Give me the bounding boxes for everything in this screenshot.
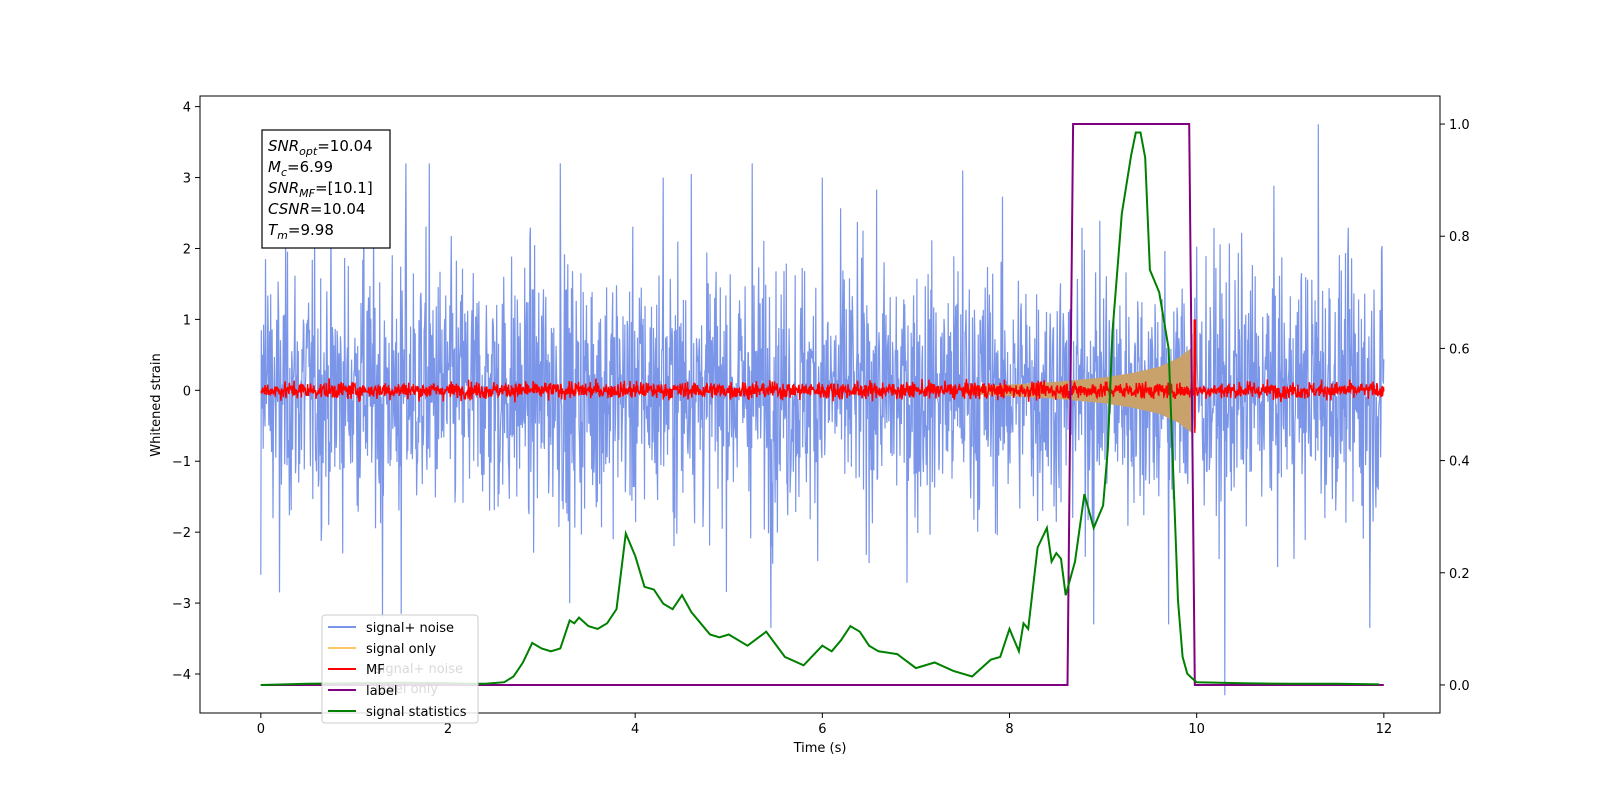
info-box-line: SNRopt=10.04 bbox=[268, 137, 373, 158]
legend-label: signal statistics bbox=[366, 705, 467, 720]
y-tick-label: −1 bbox=[172, 455, 191, 470]
y2-tick-label: 0.6 bbox=[1449, 342, 1470, 357]
y-tick-label: 1 bbox=[183, 313, 191, 328]
legend-label: MF bbox=[366, 663, 385, 678]
y-tick-label: 2 bbox=[183, 242, 191, 257]
y-axis-left: −4 −3 −2 −1 0 1 2 3 4 bbox=[172, 101, 200, 683]
info-box-line: Tm=9.98 bbox=[268, 221, 334, 242]
info-box-line: CSNR=10.04 bbox=[268, 200, 365, 218]
legend: signal+ noise label only signal+ noise sign… bbox=[321, 614, 479, 724]
y-tick-label: −3 bbox=[172, 597, 191, 612]
x-tick-label: 0 bbox=[257, 722, 265, 737]
info-box-line: Mc=6.99 bbox=[268, 158, 333, 179]
legend-ghost-label: signal+ noise bbox=[375, 662, 463, 677]
y-tick-label: 3 bbox=[183, 172, 191, 187]
series-signal-statistics bbox=[260, 131, 1380, 686]
y-tick-label: −4 bbox=[172, 668, 191, 683]
series-signal-plus-noise bbox=[260, 124, 1385, 696]
info-box: SNRopt=10.04Mc=6.99SNRMF=[10.1]CSNR=10.0… bbox=[261, 129, 391, 249]
x-tick-label: 6 bbox=[818, 722, 826, 737]
x-tick-label: 8 bbox=[1005, 722, 1013, 737]
y2-tick-label: 1.0 bbox=[1449, 118, 1470, 133]
legend-label: signal+ noise bbox=[366, 621, 454, 636]
legend-frame bbox=[321, 614, 479, 724]
y-tick-label: 0 bbox=[183, 384, 191, 399]
legend-label: label bbox=[366, 684, 397, 699]
x-axis-label: Time (s) bbox=[793, 741, 847, 756]
series-mf bbox=[260, 319, 1385, 433]
y-axis-label: Whitened strain bbox=[149, 353, 164, 456]
y2-tick-label: 0.4 bbox=[1449, 455, 1470, 470]
plot-area bbox=[260, 123, 1385, 696]
y-axis-right: 0.0 0.2 0.4 0.6 0.8 1.0 bbox=[1440, 118, 1470, 694]
x-tick-label: 2 bbox=[444, 722, 452, 737]
series-label bbox=[260, 123, 1384, 686]
x-tick-label: 4 bbox=[631, 722, 639, 737]
y2-tick-label: 0.8 bbox=[1449, 230, 1470, 245]
x-tick-label: 10 bbox=[1188, 722, 1205, 737]
axes-frame bbox=[199, 95, 1441, 714]
y-tick-label: −2 bbox=[172, 526, 191, 541]
y-tick-label: 4 bbox=[183, 101, 191, 116]
info-box-frame bbox=[261, 129, 391, 249]
legend-label: signal only bbox=[366, 642, 436, 657]
x-tick-label: 12 bbox=[1376, 722, 1393, 737]
y2-tick-label: 0.0 bbox=[1449, 679, 1470, 694]
info-box-line: SNRMF=[10.1] bbox=[268, 179, 373, 200]
legend-ghost-label: label only bbox=[375, 682, 438, 697]
y2-tick-label: 0.2 bbox=[1449, 567, 1470, 582]
